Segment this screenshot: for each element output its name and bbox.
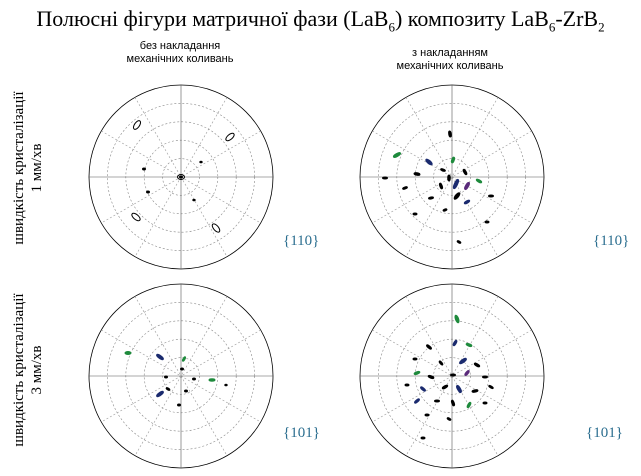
pole-mark: [484, 220, 490, 224]
pole-mark: [450, 156, 456, 164]
pole-mark: [440, 168, 446, 172]
pole-mark: [413, 370, 421, 376]
pole-mark: [482, 401, 488, 405]
pole-mark: [438, 360, 444, 366]
column-header-with-vibration: з накладанням механічних коливань: [396, 47, 504, 72]
pole-mark: [180, 367, 184, 371]
pole-mark: [462, 168, 468, 176]
pole-mark: [131, 212, 141, 222]
plane-label-1: {110}: [283, 233, 320, 249]
pole-mark: [464, 370, 470, 376]
figure-title: Полюсні фігури матричної фази (LaB6) ком…: [36, 6, 605, 35]
pole-mark: [179, 175, 183, 179]
column-header-no-vibration: без накладання механічних коливань: [126, 40, 234, 65]
pole-mark: [184, 389, 188, 393]
pole-mark: [442, 208, 448, 212]
pole-mark: [466, 401, 472, 409]
pole-mark: [177, 403, 181, 407]
pole-mark: [425, 158, 433, 166]
pole-mark: [452, 178, 460, 190]
grid-radial: [101, 130, 261, 224]
pole-mark: [124, 351, 132, 355]
pole-mark: [488, 384, 494, 390]
pole-mark: [156, 390, 164, 398]
pole-mark: [450, 373, 456, 377]
pole-mark: [404, 383, 410, 387]
pole-mark: [164, 375, 168, 379]
pole-mark: [428, 196, 434, 200]
pole-mark: [427, 374, 435, 380]
pole-mark: [199, 160, 203, 164]
pole-figure-3: [88, 283, 274, 469]
pole-mark: [452, 339, 458, 347]
pole-mark: [473, 362, 481, 368]
pole-mark: [482, 375, 488, 379]
pole-mark: [420, 386, 426, 392]
pole-mark: [471, 389, 479, 393]
pole-mark: [181, 356, 187, 362]
pole-mark: [454, 314, 460, 324]
pole-mark: [465, 342, 473, 348]
pole-mark: [132, 120, 142, 130]
pole-mark: [146, 190, 150, 194]
grid-radial: [101, 329, 261, 423]
pole-mark: [475, 178, 483, 184]
pole-mark: [224, 383, 228, 387]
plane-label-2: {110}: [593, 233, 630, 249]
plane-label-4: {101}: [586, 425, 623, 441]
pole-mark: [426, 344, 432, 350]
pole-mark: [441, 384, 449, 390]
pole-mark: [446, 417, 452, 421]
pole-mark: [453, 192, 461, 200]
pole-mark: [448, 130, 452, 138]
pole-mark: [424, 413, 430, 417]
pole-mark: [488, 194, 494, 198]
row-label-3mm: швидкість кристалізації 3 мм/хв: [11, 293, 45, 447]
pole-mark: [192, 198, 196, 202]
pole-mark: [463, 199, 471, 205]
pole-figure-2: [359, 84, 545, 270]
row-label-1mm: швидкість кристалізації 1 мм/хв: [11, 91, 45, 245]
pole-mark: [412, 357, 418, 361]
pole-mark: [459, 357, 467, 365]
plane-label-3: {101}: [283, 425, 320, 441]
pole-figure-4: [359, 283, 545, 469]
pole-figure-1: [88, 84, 274, 270]
pole-mark: [225, 132, 235, 142]
pole-mark: [142, 167, 146, 171]
pole-mark: [456, 384, 462, 394]
pole-mark: [464, 181, 470, 191]
grid-radial: [372, 329, 532, 423]
pole-mark: [414, 398, 420, 404]
pole-mark: [412, 212, 418, 216]
pole-mark: [192, 377, 196, 381]
pole-mark: [413, 172, 421, 176]
grid-radial: [405, 97, 499, 257]
pole-mark: [208, 378, 216, 382]
pole-mark: [438, 182, 444, 190]
pole-mark: [456, 240, 462, 244]
pole-mark: [447, 174, 451, 182]
pole-mark: [211, 223, 221, 233]
pole-mark: [420, 436, 426, 440]
grid-radial: [134, 296, 228, 456]
pole-mark: [434, 399, 440, 403]
pole-mark: [156, 353, 164, 361]
pole-mark: [392, 152, 402, 158]
pole-mark: [382, 176, 388, 180]
pole-mark: [165, 387, 171, 391]
pole-mark: [402, 186, 408, 190]
grid-radial: [372, 130, 532, 224]
pole-mark: [450, 399, 456, 407]
pole-mark: [177, 174, 185, 180]
